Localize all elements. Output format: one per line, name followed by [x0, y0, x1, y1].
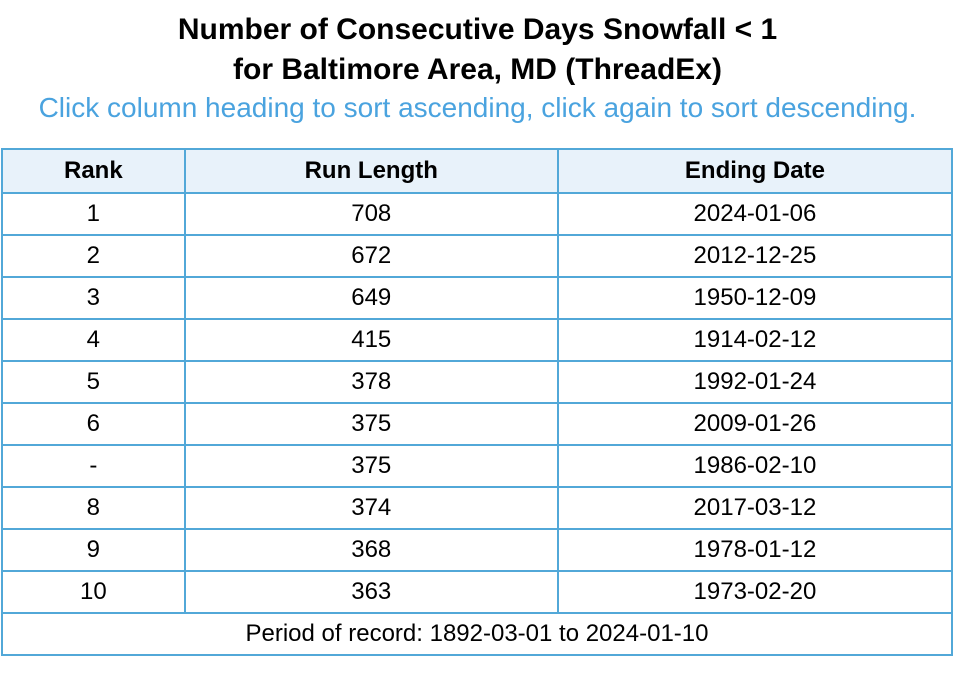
table-row: 4 415 1914-02-12 [1, 318, 954, 362]
ending-date-cell: 1986-02-10 [556, 444, 954, 488]
run-length-cell: 363 [183, 570, 559, 614]
rank-cell: 9 [1, 528, 186, 572]
table-footer-row: Period of record: 1892-03-01 to 2024-01-… [1, 612, 953, 656]
ending-date-cell: 2009-01-26 [556, 402, 954, 446]
rank-cell: 1 [1, 192, 186, 236]
page-title: Number of Consecutive Days Snowfall < 1 … [0, 10, 955, 90]
ending-date-cell: 1973-02-20 [556, 570, 954, 614]
rank-cell: - [1, 444, 186, 488]
rank-column-header[interactable]: Rank [1, 148, 186, 194]
table-row: - 375 1986-02-10 [1, 444, 954, 488]
title-line-2: for Baltimore Area, MD (ThreadEx) [233, 53, 722, 86]
snowfall-runs-table: Rank Run Length Ending Date 1 708 2024-0… [1, 148, 954, 656]
rank-cell: 10 [1, 570, 186, 614]
table-header-row: Rank Run Length Ending Date [1, 148, 954, 194]
ending-date-column-header[interactable]: Ending Date [556, 148, 954, 194]
run-length-cell: 368 [183, 528, 559, 572]
ending-date-cell: 2024-01-06 [556, 192, 954, 236]
title-line-1: Number of Consecutive Days Snowfall < 1 [177, 13, 778, 46]
period-of-record: Period of record: 1892-03-01 to 2024-01-… [1, 612, 953, 656]
table-row: 3 649 1950-12-09 [1, 276, 954, 320]
table-row: 1 708 2024-01-06 [1, 192, 954, 236]
ending-date-cell: 1978-01-12 [556, 528, 954, 572]
table-body: 1 708 2024-01-06 2 672 2012-12-25 3 649 … [1, 192, 954, 656]
run-length-cell: 374 [183, 486, 559, 530]
table-row: 6 375 2009-01-26 [1, 402, 954, 446]
run-length-cell: 375 [183, 444, 559, 488]
ending-date-cell: 1914-02-12 [556, 318, 954, 362]
rank-cell: 5 [1, 360, 186, 404]
rank-cell: 3 [1, 276, 186, 320]
run-length-cell: 375 [183, 402, 559, 446]
run-length-cell: 415 [183, 318, 559, 362]
ending-date-cell: 2017-03-12 [556, 486, 954, 530]
sort-instructions: Click column heading to sort ascending, … [38, 92, 917, 123]
rank-cell: 6 [1, 402, 186, 446]
ending-date-cell: 1950-12-09 [556, 276, 954, 320]
table-row: 9 368 1978-01-12 [1, 528, 954, 572]
ending-date-cell: 1992-01-24 [556, 360, 954, 404]
run-length-cell: 672 [183, 234, 559, 278]
rank-cell: 8 [1, 486, 186, 530]
run-length-cell: 649 [183, 276, 559, 320]
table-row: 5 378 1992-01-24 [1, 360, 954, 404]
run-length-column-header[interactable]: Run Length [183, 148, 559, 194]
rank-cell: 2 [1, 234, 186, 278]
rank-cell: 4 [1, 318, 186, 362]
table-row: 8 374 2017-03-12 [1, 486, 954, 530]
table-row: 2 672 2012-12-25 [1, 234, 954, 278]
table-row: 10 363 1973-02-20 [1, 570, 954, 614]
run-length-cell: 378 [183, 360, 559, 404]
run-length-cell: 708 [183, 192, 559, 236]
ending-date-cell: 2012-12-25 [556, 234, 954, 278]
